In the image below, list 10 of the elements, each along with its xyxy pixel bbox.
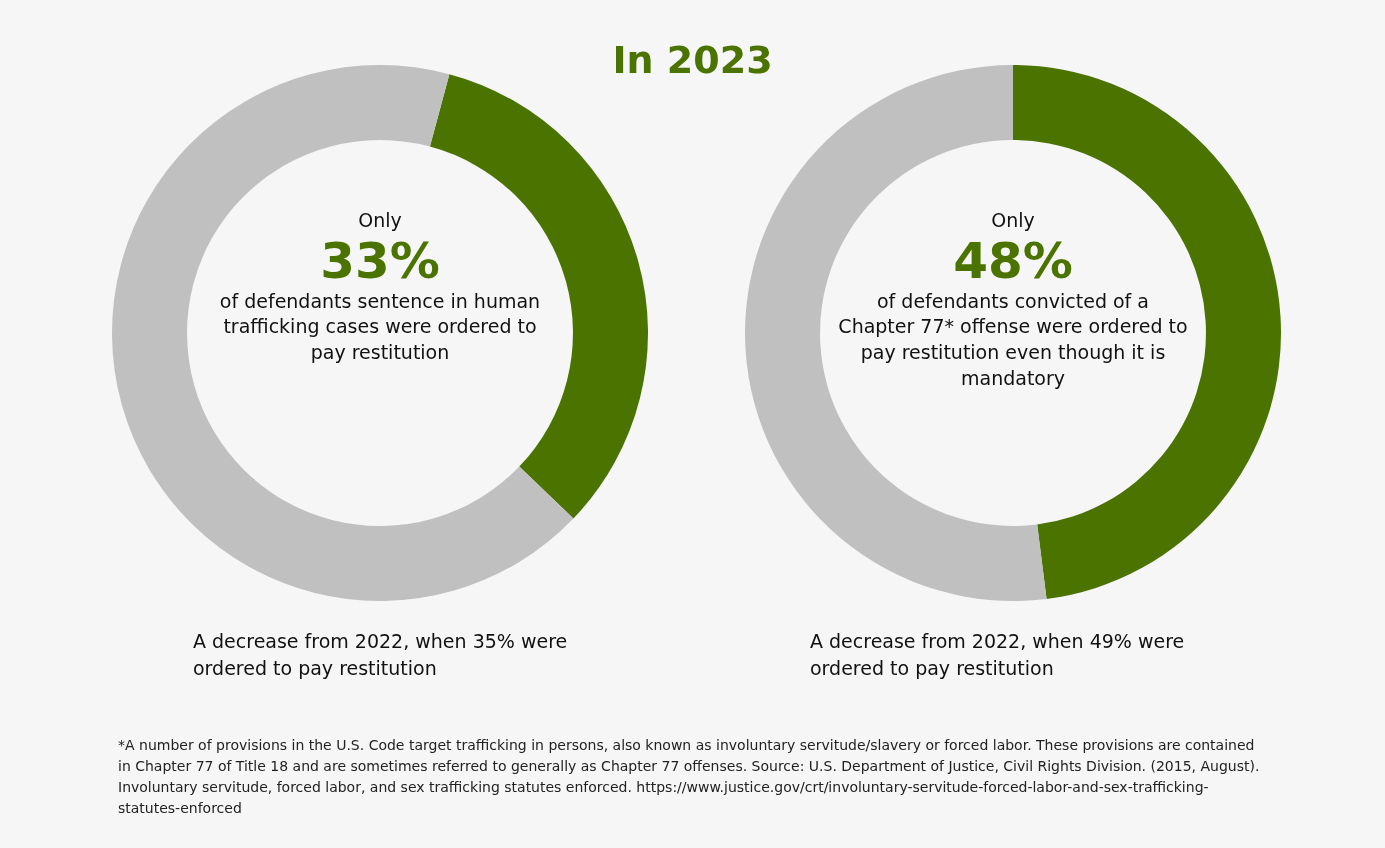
text: of defendants convicted of a Chapter 77* offense were ordered to pay restitution even though it is mandatory <box>838 288 1188 391</box>
text: Only <box>358 209 402 231</box>
text: In 2023 <box>611 38 774 82</box>
text: 33% <box>319 231 441 290</box>
text: *A number of provisions in the U.S. Code target trafficking in persons, also known as involuntary servitude/slavery or forced labor. These provisions are contained in Chapter 77 of Title 18 and are sometimes referred to generally as Chapter 77 offenses. Source: U.S. Department of Justice, Civil Rights Division. (2015, August). Involuntary servitude, forced labor, and sex trafficking statutes enforced. https://www.justice.gov/crt/involuntary-servitude-forced-labor-and-sex-trafficking-statutes-enforced <box>118 736 1261 818</box>
text: 48% <box>952 231 1074 290</box>
text: of defendants sentence in human trafficking cases were ordered to pay restitution <box>218 288 542 365</box>
text: A decrease from 2022, when 35% were ordered to pay restitution <box>193 629 569 681</box>
text: A decrease from 2022, when 49% were ordered to pay restitution <box>810 629 1186 681</box>
text: Only <box>991 209 1035 231</box>
